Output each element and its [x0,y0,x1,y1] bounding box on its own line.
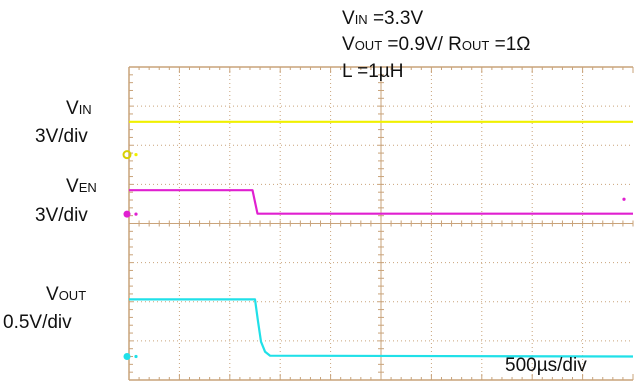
vin-channel-scale: 3V/div [35,126,88,147]
ven-cursor-dot [622,197,626,201]
trace-ven [129,189,633,215]
ven-channel-scale: 3V/div [35,205,88,226]
ground-markers [122,150,626,361]
ground-marker-in-dot [134,153,138,157]
vout-channel-scale: 0.5V/div [3,312,72,333]
inductor-condition: L =1µH [342,61,404,82]
timebase-label: 500µs/div [505,355,587,376]
vin-channel-name: VIN [66,98,92,119]
vin-condition: VIN =3.3V [342,8,424,29]
ground-marker-out [123,353,131,361]
ground-marker-en [123,210,131,218]
graticule [128,66,634,381]
ground-marker-out-dot [134,354,138,359]
vout-channel-name: VOUT [46,284,87,305]
traces [129,120,634,358]
trace-vout [129,298,634,358]
vout-rout-condition: VOUT =0.9V/ ROUT =1Ω [342,34,531,55]
ground-marker-in [122,150,132,160]
ven-channel-name: VEN [66,176,97,197]
ground-marker-en-dot [134,212,138,216]
